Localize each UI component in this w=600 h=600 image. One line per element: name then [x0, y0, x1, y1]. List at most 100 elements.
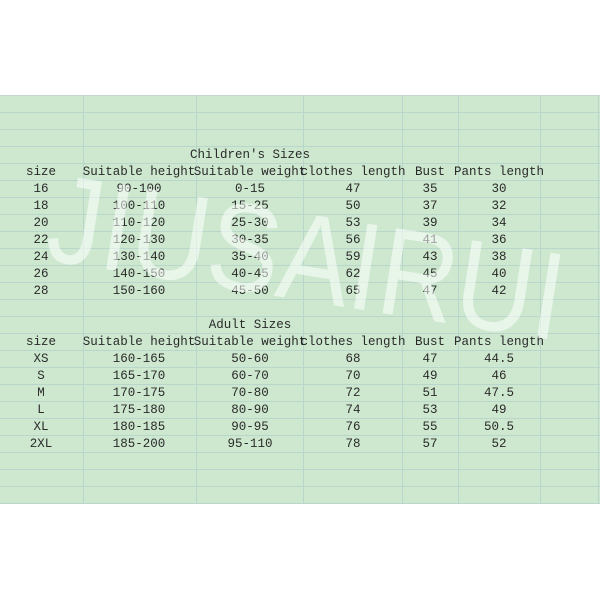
- table-cell: 59: [345, 250, 361, 264]
- table-cell: 46: [491, 369, 507, 383]
- table-cell: 70: [345, 369, 361, 383]
- table-cell: XS: [33, 352, 49, 366]
- table-cell: 47: [422, 352, 438, 366]
- table-cell: 56: [345, 233, 361, 247]
- column-divider: [458, 96, 459, 504]
- table-cell: 120-130: [112, 233, 166, 247]
- column-divider: [598, 96, 599, 504]
- table-cell: 30: [491, 182, 507, 196]
- column-header: Bust: [414, 335, 446, 349]
- table-cell: 16: [33, 182, 49, 196]
- table-cell: 38: [491, 250, 507, 264]
- table-cell: 37: [422, 199, 438, 213]
- table-cell: 18: [33, 199, 49, 213]
- column-header: Suitable height: [82, 165, 196, 179]
- table-cell: M: [37, 386, 45, 400]
- table-cell: 45-50: [231, 284, 269, 298]
- table-cell: 68: [345, 352, 361, 366]
- table-cell: S: [37, 369, 45, 383]
- column-header: Pants length: [453, 165, 545, 179]
- table-cell: 110-120: [112, 216, 166, 230]
- column-divider: [402, 96, 403, 504]
- column-header: Pants length: [453, 335, 545, 349]
- table-cell: 36: [491, 233, 507, 247]
- column-header: clothes length: [300, 335, 406, 349]
- table-cell: 39: [422, 216, 438, 230]
- column-divider: [196, 96, 197, 504]
- table-cell: 30-35: [231, 233, 269, 247]
- table-cell: 45: [422, 267, 438, 281]
- column-divider: [540, 96, 541, 504]
- table-cell: 50-60: [231, 352, 269, 366]
- table-cell: 47: [345, 182, 361, 196]
- table-cell: 2XL: [29, 437, 53, 451]
- column-header: size: [25, 335, 57, 349]
- column-header: Suitable weight: [193, 165, 307, 179]
- table-cell: 34: [491, 216, 507, 230]
- table-cell: 40: [491, 267, 507, 281]
- table-cell: 20: [33, 216, 49, 230]
- column-header: Suitable weight: [193, 335, 307, 349]
- table-cell: 74: [345, 403, 361, 417]
- table-cell: 24: [33, 250, 49, 264]
- table-cell: 100-110: [112, 199, 166, 213]
- table-cell: 76: [345, 420, 361, 434]
- table-cell: 65: [345, 284, 361, 298]
- table-cell: 175-180: [112, 403, 166, 417]
- table-cell: 41: [422, 233, 438, 247]
- table-cell: 25-30: [231, 216, 269, 230]
- table-cell: 49: [422, 369, 438, 383]
- column-header: Bust: [414, 165, 446, 179]
- table-cell: 130-140: [112, 250, 166, 264]
- spreadsheet-grid: [0, 96, 600, 504]
- table-cell: 165-170: [112, 369, 166, 383]
- table-cell: 50: [345, 199, 361, 213]
- table-cell: 47.5: [483, 386, 515, 400]
- column-divider: [83, 96, 84, 504]
- table-cell: 35: [422, 182, 438, 196]
- table-cell: 32: [491, 199, 507, 213]
- table-cell: 70-80: [231, 386, 269, 400]
- table-cell: 35-40: [231, 250, 269, 264]
- table-cell: 26: [33, 267, 49, 281]
- table-cell: 78: [345, 437, 361, 451]
- table-cell: 15-25: [231, 199, 269, 213]
- table-cell: 150-160: [112, 284, 166, 298]
- table-cell: 185-200: [112, 437, 166, 451]
- table-cell: L: [37, 403, 45, 417]
- table-cell: 28: [33, 284, 49, 298]
- table-cell: 53: [422, 403, 438, 417]
- divider: [0, 95, 600, 96]
- adult-title: Adult Sizes: [208, 318, 292, 332]
- column-header: Suitable height: [82, 335, 196, 349]
- table-cell: 60-70: [231, 369, 269, 383]
- table-cell: 90-95: [231, 420, 269, 434]
- table-cell: 55: [422, 420, 438, 434]
- table-cell: 80-90: [231, 403, 269, 417]
- table-cell: 40-45: [231, 267, 269, 281]
- children-title: Children's Sizes: [189, 148, 311, 162]
- table-cell: 140-150: [112, 267, 166, 281]
- column-divider: [303, 96, 304, 504]
- column-header: clothes length: [300, 165, 406, 179]
- table-cell: 160-165: [112, 352, 166, 366]
- table-cell: 95-110: [227, 437, 273, 451]
- table-cell: 49: [491, 403, 507, 417]
- table-cell: 51: [422, 386, 438, 400]
- table-cell: XL: [33, 420, 49, 434]
- table-cell: 57: [422, 437, 438, 451]
- table-cell: 180-185: [112, 420, 166, 434]
- table-cell: 72: [345, 386, 361, 400]
- table-cell: 44.5: [483, 352, 515, 366]
- table-cell: 170-175: [112, 386, 166, 400]
- table-cell: 52: [491, 437, 507, 451]
- table-cell: 53: [345, 216, 361, 230]
- table-cell: 62: [345, 267, 361, 281]
- table-cell: 22: [33, 233, 49, 247]
- table-cell: 42: [491, 284, 507, 298]
- table-cell: 47: [422, 284, 438, 298]
- table-cell: 43: [422, 250, 438, 264]
- table-cell: 0-15: [234, 182, 266, 196]
- column-header: size: [25, 165, 57, 179]
- table-cell: 50.5: [483, 420, 515, 434]
